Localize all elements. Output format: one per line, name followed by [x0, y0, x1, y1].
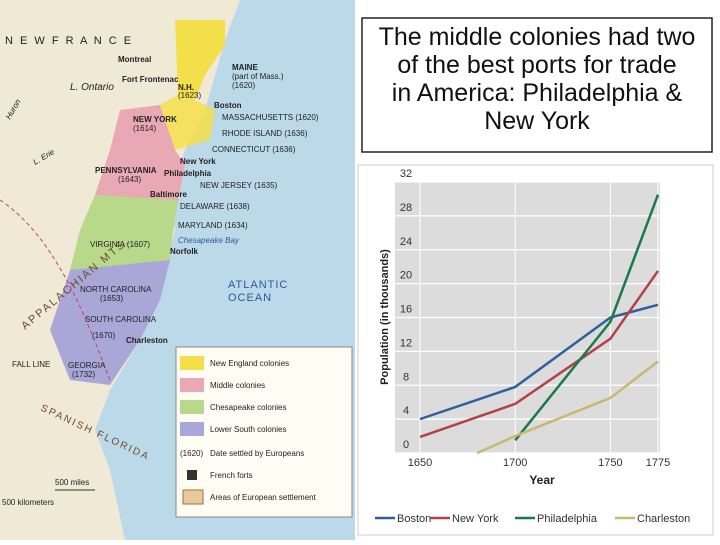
x-tick-label: 1750 [598, 457, 622, 469]
map-label: ATLANTIC [228, 279, 288, 291]
map-label: (1614) [133, 124, 156, 133]
title-box [361, 17, 713, 153]
map-label: L. Ontario [70, 82, 114, 93]
map-legend: Middle colonies [210, 381, 265, 390]
map-label: N.H. [178, 83, 194, 92]
y-tick-label: 12 [400, 337, 412, 349]
map-label: (1620) [232, 81, 255, 90]
series-line [514, 194, 660, 442]
x-tick-label: 1775 [646, 457, 670, 469]
slide-title: The middle colonies had two of the best p… [379, 23, 696, 135]
legend-label: New York [452, 513, 499, 525]
legend-label: Charleston [637, 513, 690, 525]
map-label: PENNSYLVANIA [95, 166, 157, 175]
y-tick-label: 16 [400, 304, 412, 316]
series-line [419, 303, 659, 421]
map-label: (1732) [72, 370, 95, 379]
x-tick-label: 1650 [408, 457, 432, 469]
map-label: N E W F R A N C E [5, 35, 133, 47]
legend-label: Philadelphia [537, 513, 598, 525]
map-label: (1623) [178, 91, 201, 100]
map-label: GEORGIA [68, 361, 106, 370]
map-legend: French forts [210, 471, 253, 480]
y-tick-label: 20 [400, 270, 412, 282]
y-tick-label: 24 [400, 236, 412, 248]
y-axis-label: Population (in thousands) [379, 249, 391, 385]
map-label: MARYLAND (1634) [178, 221, 248, 230]
map-legend: New England colonies [210, 359, 289, 368]
map-legend: Date settled by Europeans [210, 449, 304, 458]
map-label: MAINE [232, 63, 258, 72]
map-legend: Areas of European settlement [210, 493, 317, 502]
map-label: FALL LINE [12, 360, 50, 369]
map [0, 0, 355, 540]
map-label: Boston [214, 101, 242, 110]
y-tick-label: 8 [403, 371, 409, 383]
map-label: Baltimore [150, 190, 187, 199]
map-label: Fort Frontenac [122, 75, 179, 84]
legend-label: Boston [397, 513, 431, 525]
map-label: (1653) [100, 294, 123, 303]
map-label: 500 kilometers [2, 498, 54, 507]
map-label: (part of Mass.) [232, 72, 284, 81]
series-line [476, 360, 659, 455]
map-label: New York [180, 157, 216, 166]
map-label: Charleston [126, 336, 168, 345]
y-tick-label: 32 [400, 168, 412, 180]
y-tick-label: 0 [403, 439, 409, 451]
map-label: OCEAN [228, 292, 272, 304]
x-tick-label: 1700 [503, 457, 527, 469]
map-label: (1670) [92, 331, 115, 340]
map-legend: Lower South colonies [210, 425, 287, 434]
map-label: MASSACHUSETTS (1620) [222, 113, 319, 122]
x-axis-label: Year [529, 473, 555, 487]
map-label: Philadelphia [164, 169, 212, 178]
map-label: Chesapeake Bay [178, 236, 240, 245]
map-label: 500 miles [55, 478, 89, 487]
map-legend: (1620) [180, 449, 203, 458]
series-line [419, 270, 660, 439]
y-tick-label: 4 [403, 405, 409, 417]
map-label: (1643) [118, 175, 141, 184]
map-label: Norfolk [170, 247, 199, 256]
map-label: NEW YORK [133, 115, 177, 124]
map-label: SOUTH CAROLINA [85, 315, 157, 324]
map-label: DELAWARE (1638) [180, 202, 250, 211]
map-legend: Chesapeake colonies [210, 403, 287, 412]
y-tick-label: 28 [400, 202, 412, 214]
map-label: Montreal [118, 55, 151, 64]
map-label: CONNECTICUT (1636) [212, 145, 296, 154]
map-label: NEW JERSEY (1635) [200, 181, 278, 190]
map-label: VIRGINIA (1607) [90, 240, 150, 249]
map-label: RHODE ISLAND (1636) [222, 129, 308, 138]
map-label: NORTH CAROLINA [80, 285, 152, 294]
